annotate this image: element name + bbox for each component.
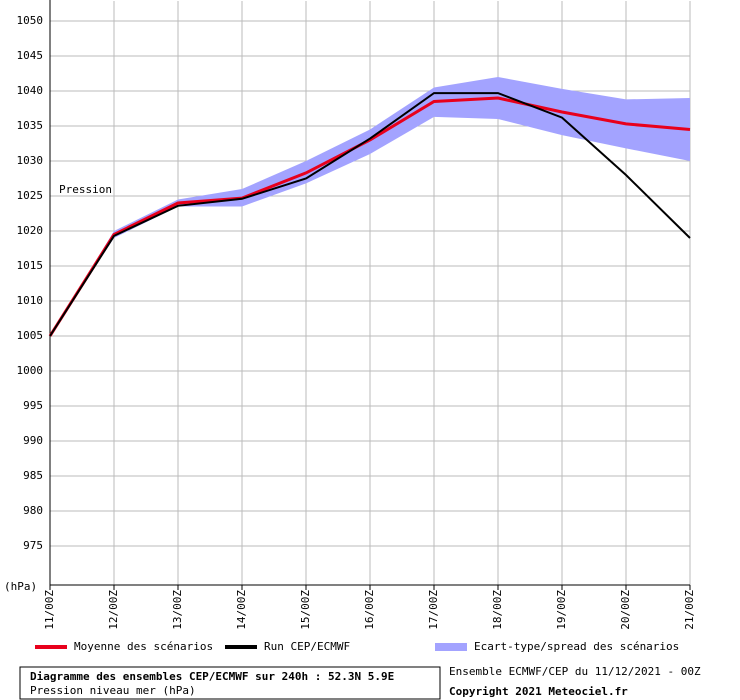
y-tick-label: 985 (23, 469, 43, 482)
y-tick-label: 1050 (17, 14, 44, 27)
y-tick-label: 1000 (17, 364, 44, 377)
y-tick-label: 1030 (17, 154, 44, 167)
x-tick-label: 16/00Z (363, 590, 376, 630)
x-tick-label: 14/00Z (235, 590, 248, 630)
legend-label: Run CEP/ECMWF (264, 640, 350, 653)
series-line (48, 96, 691, 337)
x-tick-label: 18/00Z (491, 590, 504, 630)
y-tick-label: 1005 (17, 329, 44, 342)
footer-copyright: Copyright 2021 Meteociel.fr (449, 685, 628, 698)
x-tick-label: 19/00Z (555, 590, 568, 630)
x-tick-label: 11/00Z (43, 590, 56, 630)
y-tick-label: 1010 (17, 294, 44, 307)
y-tick-label: 980 (23, 504, 43, 517)
y-tick-label: 1015 (17, 259, 44, 272)
x-tick-label: 12/00Z (107, 590, 120, 630)
unit-label: (hPa) (4, 580, 37, 593)
series-line (49, 92, 691, 337)
y-label: Pression (59, 183, 112, 196)
y-tick-label: 1040 (17, 84, 44, 97)
y-tick-label: 975 (23, 539, 43, 552)
footer-run: Ensemble ECMWF/CEP du 11/12/2021 - 00Z (449, 665, 701, 678)
x-tick-label: 20/00Z (619, 590, 632, 630)
y-tick-label: 995 (23, 399, 43, 412)
x-tick-label: 13/00Z (171, 590, 184, 630)
footer-subtitle: Pression niveau mer (hPa) (30, 684, 196, 697)
footer-title: Diagramme des ensembles CEP/ECMWF sur 24… (30, 670, 394, 683)
y-tick-label: 1025 (17, 189, 44, 202)
x-tick-label: 15/00Z (299, 590, 312, 630)
y-tick-label: 1035 (17, 119, 44, 132)
x-tick-label: 17/00Z (427, 590, 440, 630)
y-tick-label: 990 (23, 434, 43, 447)
y-tick-label: 1045 (17, 49, 44, 62)
legend-label: Ecart-type/spread des scénarios (474, 640, 679, 653)
x-tick-label: 21/00Z (683, 590, 696, 630)
footer-box (19, 666, 441, 700)
legend-label: Moyenne des scénarios (74, 640, 213, 653)
y-tick-label: 1020 (17, 224, 44, 237)
